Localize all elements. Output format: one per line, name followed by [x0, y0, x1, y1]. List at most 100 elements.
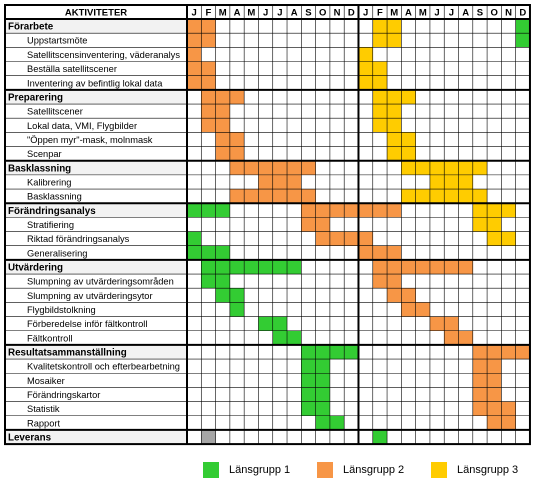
month-header: F	[206, 8, 212, 19]
activity-label: Basklassning	[27, 192, 82, 202]
activity-label: Kvalitetskontroll och efterbearbetning	[27, 362, 180, 372]
month-header: A	[291, 8, 298, 19]
timeline-cell-o	[329, 203, 345, 218]
timeline-cell-o	[201, 104, 216, 119]
legend-item-lansgrupp-1: Länsgrupp 1	[203, 462, 290, 478]
timeline-cell-o	[487, 373, 502, 388]
timeline-cell-o	[258, 189, 273, 204]
timeline-cell-y	[372, 89, 388, 105]
timeline-cell-o	[287, 160, 302, 175]
timeline-cell-y	[358, 61, 373, 76]
timeline-cell-o	[201, 75, 216, 90]
legend-swatch-yellow	[431, 462, 447, 478]
activity-label: Uppstartsmöte	[27, 36, 87, 46]
timeline-cell-o	[415, 302, 430, 317]
timeline-cell-y	[472, 189, 488, 204]
section-label-bg	[5, 89, 187, 105]
month-header: J	[363, 8, 368, 19]
timeline-cell-o	[301, 160, 316, 175]
timeline-cell-o	[444, 330, 459, 345]
timeline-cell-o	[229, 160, 245, 175]
timeline-cell-y	[458, 189, 473, 204]
timeline-cell-y	[372, 75, 388, 90]
timeline-cell-o	[187, 75, 202, 90]
section-label: Förarbete	[8, 22, 54, 33]
timeline-cell-g	[315, 415, 330, 430]
timeline-cell-o	[487, 415, 502, 430]
timeline-cell-o	[501, 344, 516, 360]
timeline-cell-o	[401, 259, 416, 275]
timeline-cell-g	[201, 203, 216, 218]
timeline-cell-y	[429, 174, 445, 190]
activity-label: Fältkontroll	[27, 333, 72, 343]
timeline-cell-y	[387, 19, 402, 34]
timeline-cell-g	[301, 359, 316, 374]
activity-label: Förändringskartor	[27, 390, 100, 400]
timeline-cell-g	[301, 373, 316, 388]
timeline-cell-o	[444, 316, 459, 331]
activity-label: Mosaiker	[27, 376, 65, 386]
timeline-cell-o	[315, 203, 330, 218]
activity-label: "Öppen myr"-mask, molnmask	[27, 135, 153, 145]
timeline-cell-o	[472, 387, 488, 402]
timeline-cell-o	[215, 146, 230, 161]
month-header: J	[263, 8, 268, 19]
timeline-cell-g	[187, 231, 202, 246]
timeline-cell-y	[487, 231, 502, 246]
timeline-cell-o	[358, 231, 373, 246]
timeline-cell-g	[315, 387, 330, 402]
month-header: A	[405, 8, 412, 19]
timeline-cell-o	[187, 47, 202, 62]
timeline-cell-o	[458, 259, 473, 275]
timeline-cell-y	[401, 189, 416, 204]
month-header: J	[434, 8, 439, 19]
activity-label: Inventering av befintlig lokal data	[27, 78, 163, 88]
timeline-cell-g	[201, 259, 216, 275]
timeline-cell-y	[429, 189, 445, 204]
month-header: A	[234, 8, 241, 19]
timeline-cell-o	[415, 259, 430, 275]
timeline-cell-o	[272, 160, 288, 175]
timeline-cell-y	[387, 132, 402, 147]
timeline-cell-g	[258, 259, 273, 275]
timeline-cell-o	[187, 33, 202, 48]
legend-swatch-orange	[317, 462, 333, 478]
activity-label: Satellitscener	[27, 107, 83, 117]
legend-label: Länsgrupp 2	[343, 464, 405, 476]
timeline-cell-g	[215, 274, 230, 289]
timeline-cell-y	[372, 61, 388, 76]
timeline-cell-o	[358, 203, 373, 218]
timeline-cell-o	[315, 217, 330, 232]
timeline-cell-y	[401, 132, 416, 147]
timeline-cell-o	[344, 231, 359, 246]
timeline-cell-o	[387, 203, 402, 218]
timeline-cell-o	[229, 132, 245, 147]
legend-label: Länsgrupp 1	[229, 464, 291, 476]
timeline-cell-y	[429, 160, 445, 175]
timeline-cell-o	[401, 302, 416, 317]
timeline-cell-o	[258, 174, 273, 190]
timeline-cell-y	[372, 19, 388, 34]
timeline-cell-g	[258, 316, 273, 331]
timeline-cell-o	[287, 174, 302, 190]
timeline-cell-y	[487, 217, 502, 232]
timeline-cell-o	[487, 387, 502, 402]
month-header: N	[505, 8, 512, 19]
month-header: O	[491, 8, 498, 19]
month-header: F	[377, 8, 383, 19]
section-label: Förändringsanalys	[8, 206, 96, 217]
timeline-cell-o	[215, 89, 230, 105]
timeline-cell-y	[501, 203, 516, 218]
section-label-bg	[5, 19, 187, 34]
timeline-cell-y	[472, 203, 488, 218]
timeline-cell-o	[472, 373, 488, 388]
month-header: M	[247, 8, 255, 19]
timeline-cell-y	[501, 231, 516, 246]
timeline-cell-o	[215, 104, 230, 119]
timeline-cell-g	[287, 259, 302, 275]
month-header: S	[305, 8, 311, 19]
timeline-cell-o	[372, 203, 388, 218]
timeline-cell-y	[401, 89, 416, 105]
timeline-cell-o	[472, 359, 488, 374]
timeline-cell-y	[387, 89, 402, 105]
